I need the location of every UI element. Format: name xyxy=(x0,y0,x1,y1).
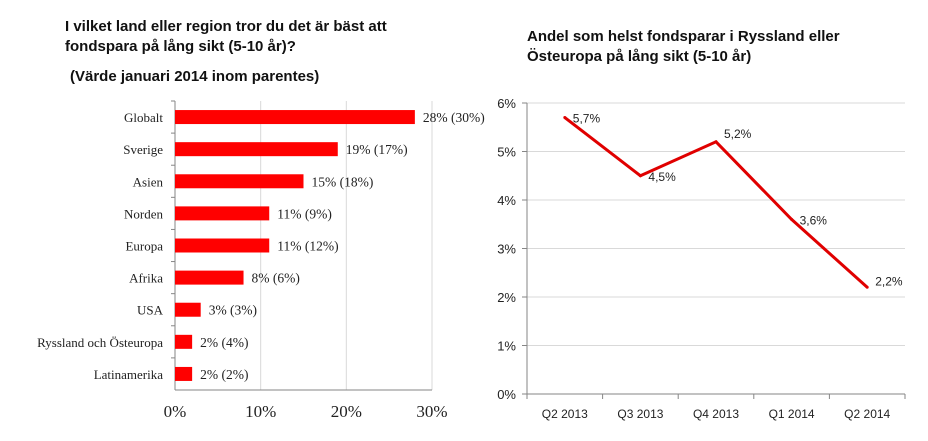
bar xyxy=(175,366,193,381)
line-y-tick-label: 3% xyxy=(497,242,516,257)
line-data-label: 3,6% xyxy=(800,213,828,227)
bar-data-label: 15% (18%) xyxy=(312,174,374,189)
bar-data-label: 11% (12%) xyxy=(277,239,338,254)
line-point xyxy=(563,116,567,120)
line-y-tick-label: 6% xyxy=(497,96,516,111)
line-x-tick-label: Q1 2014 xyxy=(769,407,815,421)
bar-category-label: Afrika xyxy=(129,271,163,286)
line-y-tick-label: 0% xyxy=(497,387,516,402)
line-point xyxy=(714,140,718,144)
bar-category-label: Asien xyxy=(133,174,164,189)
bar-data-label: 2% (2%) xyxy=(200,367,248,382)
bar-data-label: 3% (3%) xyxy=(209,303,257,318)
bar-category-label: Ryssland och Östeuropa xyxy=(37,335,163,350)
bar-category-label: Latinamerika xyxy=(94,367,164,382)
line-data-label: 4,5% xyxy=(648,170,676,184)
bar xyxy=(175,142,338,157)
left-chart-title: I vilket land eller region tror du det ä… xyxy=(65,18,387,55)
line-x-tick-label: Q2 2013 xyxy=(542,407,588,421)
bar-x-tick-label: 0% xyxy=(164,402,187,421)
line-point xyxy=(790,217,794,221)
bar-data-label: 11% (9%) xyxy=(277,206,332,221)
bar xyxy=(175,334,193,349)
line-y-tick-label: 4% xyxy=(497,193,516,208)
bar-x-tick-label: 30% xyxy=(416,402,447,421)
line-data-label: 5,7% xyxy=(573,112,601,126)
bar-category-label: Sverige xyxy=(123,142,163,157)
line-data-label: 5,2% xyxy=(724,127,752,141)
bar xyxy=(175,238,270,253)
bar-data-label: 19% (17%) xyxy=(346,142,408,157)
bar xyxy=(175,174,304,189)
line-point xyxy=(638,174,642,178)
line-data-label: 2,2% xyxy=(875,274,903,288)
bar-category-label: Europa xyxy=(125,239,163,254)
bar-x-tick-label: 20% xyxy=(331,402,362,421)
line-x-tick-label: Q4 2013 xyxy=(693,407,739,421)
line-point xyxy=(865,285,869,289)
bar-category-label: USA xyxy=(137,303,164,318)
bar-data-label: 8% (6%) xyxy=(252,271,300,286)
bar-category-label: Globalt xyxy=(124,110,163,125)
line-y-tick-label: 1% xyxy=(497,339,516,354)
bar xyxy=(175,206,270,221)
bar xyxy=(175,302,201,317)
left-chart-subtitle: (Värde januari 2014 inom parentes) xyxy=(70,68,320,85)
bar-x-tick-label: 10% xyxy=(245,402,276,421)
bar-data-label: 28% (30%) xyxy=(423,110,485,125)
line-x-tick-label: Q2 2014 xyxy=(844,407,890,421)
bar-category-label: Norden xyxy=(124,206,163,221)
right-chart-title: Andel som helst fondsparar i Ryssland el… xyxy=(527,28,840,65)
line-y-tick-label: 2% xyxy=(497,290,516,305)
bar-data-label: 2% (4%) xyxy=(200,335,248,350)
bar xyxy=(175,110,415,125)
line-y-tick-label: 5% xyxy=(497,145,516,160)
line-x-tick-label: Q3 2013 xyxy=(617,407,663,421)
bar xyxy=(175,270,244,285)
